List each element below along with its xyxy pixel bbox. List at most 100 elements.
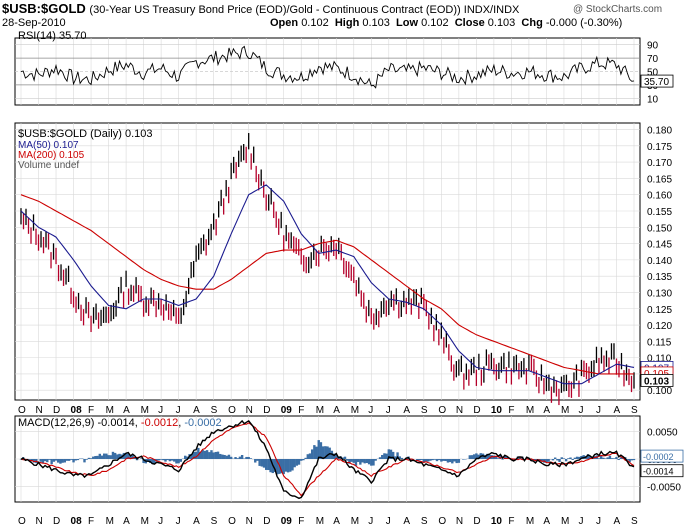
x-axis-label: D	[263, 405, 270, 416]
x-axis-label-bottom: O	[18, 516, 26, 527]
price-tick-label: 0.145	[647, 240, 672, 251]
x-axis-label: A	[543, 405, 550, 416]
ma50-legend: MA(50) 0.107	[18, 140, 79, 151]
macd-tick-label: -0.0050	[647, 483, 681, 494]
x-axis-label: J	[386, 405, 391, 416]
ma50-line	[20, 184, 635, 385]
x-axis-label-bottom: M	[561, 516, 569, 527]
x-axis-label: M	[561, 405, 569, 416]
x-axis-label-bottom: J	[578, 516, 583, 527]
x-axis-label: M	[526, 405, 534, 416]
x-axis-label-bottom: S	[631, 516, 638, 527]
x-axis-label-bottom: 10	[491, 516, 503, 527]
x-axis-label: N	[36, 405, 43, 416]
x-axis-label: 09	[281, 405, 293, 416]
x-axis-label-bottom: F	[508, 516, 514, 527]
macd-label: MACD(12,26,9) -0.0014, -0.0012, -0.0002	[18, 417, 222, 429]
x-axis-label-bottom: A	[543, 516, 550, 527]
x-axis-label: N	[246, 405, 253, 416]
x-axis-label: J	[578, 405, 583, 416]
price-tick-label: 0.170	[647, 158, 672, 169]
price-tick-label: 0.155	[647, 207, 672, 218]
chart-date: 28-Sep-2010	[2, 17, 66, 29]
x-axis-label-bottom: D	[263, 516, 270, 527]
price-tick-label: 0.115	[647, 337, 672, 348]
price-tick-label: 0.120	[647, 321, 672, 332]
x-axis-label-bottom: A	[333, 516, 340, 527]
x-axis-label-bottom: A	[613, 516, 620, 527]
x-axis-label: M	[316, 405, 324, 416]
x-axis-label-bottom: J	[176, 516, 181, 527]
macd-tag-box	[640, 449, 684, 463]
price-tick-label: 0.175	[647, 142, 672, 153]
price-tick-label: 0.125	[647, 305, 672, 316]
price-tick-label: 0.130	[647, 288, 672, 299]
watermark: @ StockCharts.com	[573, 4, 663, 15]
rsi-label: RSI(14) 35.70	[18, 30, 87, 42]
macd-tag: -0.0002	[643, 452, 674, 462]
x-axis-label: D	[473, 405, 480, 416]
x-axis-label: J	[368, 405, 373, 416]
x-axis-label: M	[141, 405, 149, 416]
x-axis-label: 08	[71, 405, 83, 416]
macd-signal-line	[20, 422, 635, 497]
x-axis-label: A	[333, 405, 340, 416]
x-axis-label: F	[508, 405, 514, 416]
x-axis-label-bottom: D	[473, 516, 480, 527]
x-axis-label-bottom: D	[53, 516, 60, 527]
x-axis-label: A	[123, 405, 130, 416]
symbol-description: (30-Year US Treasury Bond Price (EOD)/Go…	[89, 4, 520, 16]
x-axis-label-bottom: A	[193, 516, 200, 527]
macd-tag-box	[640, 464, 684, 478]
x-axis-label: S	[211, 405, 218, 416]
price-tick-label: 0.160	[647, 191, 672, 202]
x-axis-label: S	[631, 405, 638, 416]
rsi-level-tick: 90	[647, 41, 659, 52]
macd-tick-label: 0.0050	[647, 427, 678, 438]
x-axis-label-bottom: N	[456, 516, 463, 527]
x-axis-label-bottom: J	[158, 516, 163, 527]
ohlc-readout: Open 0.102 High 0.103 Low 0.102 Close 0.…	[270, 17, 623, 29]
rsi-level-tick: 50	[647, 68, 659, 79]
price-tick-label: 0.100	[647, 386, 672, 397]
x-axis-label: N	[456, 405, 463, 416]
x-axis-label: S	[421, 405, 428, 416]
x-axis-label-bottom: A	[123, 516, 130, 527]
symbol: $USB:$GOLD	[2, 1, 86, 16]
x-axis-label-bottom: F	[88, 516, 94, 527]
x-axis-label: M	[106, 405, 114, 416]
x-axis-label-bottom: N	[36, 516, 43, 527]
x-axis-label: O	[228, 405, 236, 416]
rsi-current-tag: 35.70	[644, 77, 669, 88]
rsi-current-tag-box	[640, 74, 674, 88]
x-axis-label: F	[88, 405, 94, 416]
x-axis-label: A	[193, 405, 200, 416]
x-axis-label-bottom: J	[596, 516, 601, 527]
x-axis-label-bottom: M	[141, 516, 149, 527]
macd-line	[20, 419, 635, 500]
price-tick-label: 0.135	[647, 272, 672, 283]
chart-title: $USB:$GOLD (30-Year US Treasury Bond Pri…	[2, 1, 519, 16]
x-axis-label-bottom: F	[298, 516, 304, 527]
x-axis-label: O	[438, 405, 446, 416]
price-tag-box	[640, 374, 674, 387]
x-axis-label-bottom: S	[211, 516, 218, 527]
panel-frame-1	[14, 122, 641, 401]
ma200-legend: MA(200) 0.105	[18, 150, 85, 161]
x-axis-label-bottom: S	[421, 516, 428, 527]
price-tick-label: 0.165	[647, 174, 672, 185]
rsi-level-tick: 70	[647, 54, 659, 65]
volume-legend: Volume undef	[18, 160, 80, 171]
rsi-line	[20, 45, 635, 89]
rsi-level-tick: 10	[647, 94, 659, 105]
x-axis-label-bottom: M	[351, 516, 359, 527]
x-axis-label-bottom: N	[246, 516, 253, 527]
price-tag: 0.103	[644, 376, 669, 387]
price-tick-label: 0.150	[647, 223, 672, 234]
x-axis-label-bottom: A	[403, 516, 410, 527]
x-axis-label-bottom: 08	[71, 516, 83, 527]
x-axis-label-bottom: J	[386, 516, 391, 527]
x-axis-label: A	[613, 405, 620, 416]
x-axis-label-bottom: M	[106, 516, 114, 527]
